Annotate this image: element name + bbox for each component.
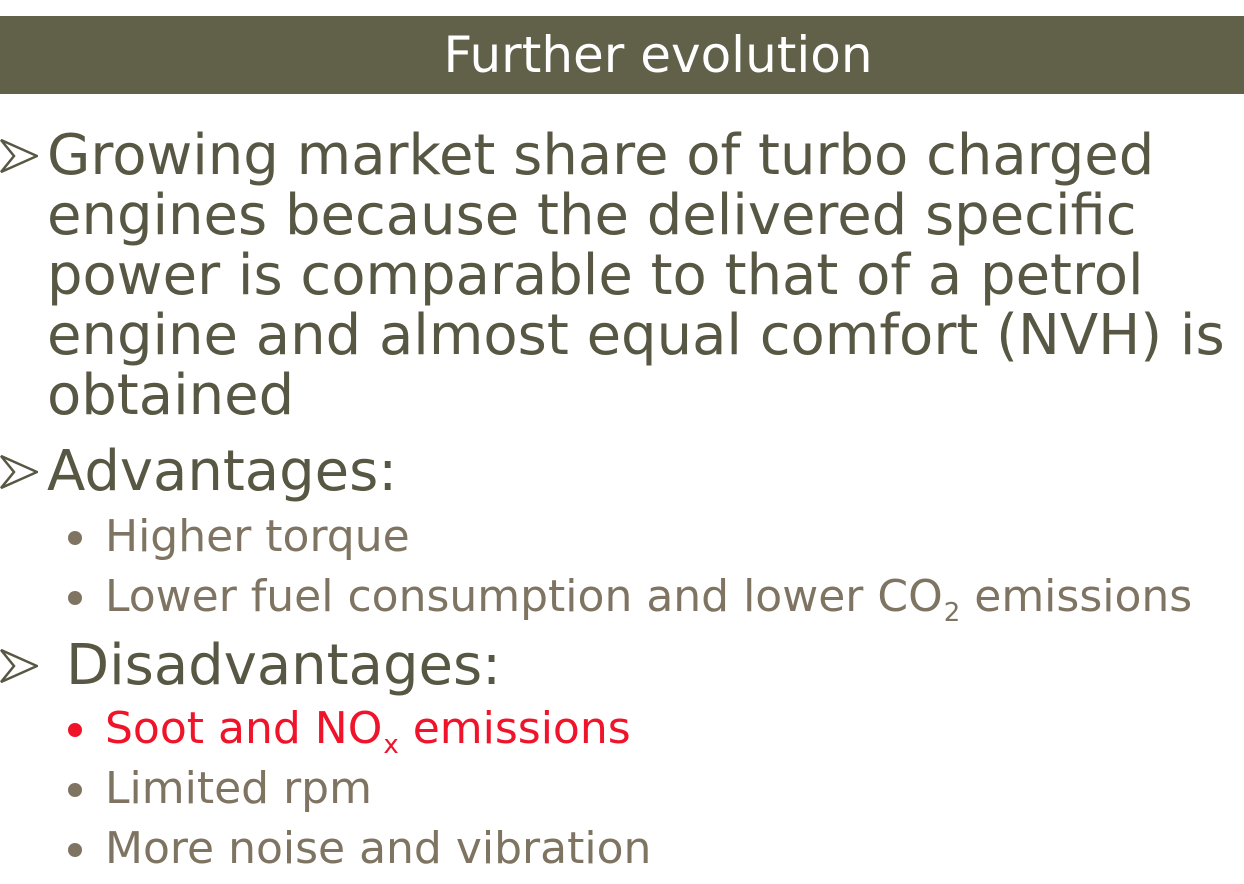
arrow-right-icon — [0, 649, 38, 683]
dot-icon — [68, 843, 82, 857]
title-bar — [0, 16, 1244, 94]
disadvantages-heading: Disadvantages: — [66, 633, 501, 698]
bullet-line: Growing market share of turbo charged — [47, 123, 1155, 188]
advantage-text: Lower fuel consumption and lower CO2 emi… — [105, 571, 1193, 628]
subscript: x — [383, 730, 399, 760]
dot-icon — [68, 783, 82, 797]
bullet-line: obtained — [47, 363, 295, 428]
advantages-heading: Advantages: — [47, 439, 398, 504]
bullet-line: engines because the delivered specific — [47, 183, 1137, 248]
arrow-right-icon — [0, 455, 38, 489]
bullet-line: power is comparable to that of a petrol — [47, 243, 1144, 308]
dot-icon — [68, 723, 82, 737]
dot-icon — [68, 531, 82, 545]
slide-title: Further evolution — [443, 26, 873, 84]
dot-icon — [68, 591, 82, 605]
disadvantage-text: More noise and vibration — [105, 823, 652, 874]
disadvantage-text: Limited rpm — [105, 763, 372, 814]
subscript: 2 — [943, 598, 961, 628]
advantage-text: Higher torque — [105, 511, 410, 562]
disadvantage-text: Soot and NOx emissions — [105, 703, 631, 760]
arrow-right-icon — [0, 139, 38, 173]
bullet-line: engine and almost equal comfort (NVH) is — [47, 303, 1225, 368]
